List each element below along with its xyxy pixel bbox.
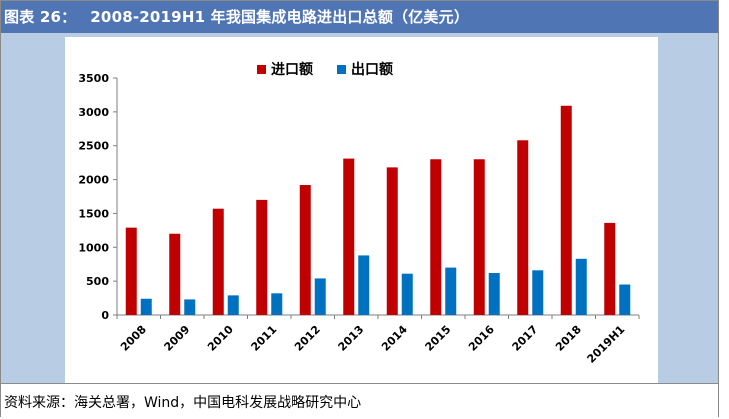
- bar-export-2011: [271, 293, 283, 315]
- bar-export-2019H1: [619, 284, 631, 315]
- bar-import-2013: [343, 158, 355, 315]
- plot-area: [65, 37, 658, 383]
- x-tick-label: 2009: [162, 323, 193, 354]
- legend-label-export: 出口额: [351, 62, 393, 78]
- y-tick-label: 500: [86, 275, 109, 288]
- bar-import-2008: [125, 227, 137, 315]
- bar-import-2015: [430, 159, 442, 315]
- bar-import-2018: [560, 105, 572, 316]
- x-tick-label: 2015: [423, 323, 454, 354]
- x-tick-label: 2008: [118, 323, 149, 354]
- source-bar: 资料来源：海关总署，Wind，中国电科发展战略研究中心: [1, 383, 718, 417]
- bar-import-2012: [299, 184, 311, 315]
- chart-legend: 进口额 出口额: [257, 59, 417, 79]
- x-tick-label: 2010: [205, 323, 236, 354]
- bar-import-2011: [256, 199, 268, 315]
- figure-title: 图表 26： 2008-2019H1 年我国集成电路进出口总额（亿美元）: [4, 6, 469, 27]
- x-tick-label: 2011: [249, 323, 280, 354]
- bar-export-2014: [401, 273, 413, 315]
- x-tick-label: 2018: [553, 323, 584, 354]
- y-tick-label: 1000: [78, 241, 109, 254]
- bar-chart: 0 500 1000 1500 2000 2500 3000 3500 2008 2009 2010…: [78, 72, 640, 366]
- x-tick-label: 2012: [292, 323, 323, 354]
- bar-import-2017: [517, 140, 529, 315]
- bar-export-2010: [227, 295, 239, 315]
- y-tick-label: 1500: [78, 207, 109, 220]
- bar-export-2009: [184, 299, 196, 315]
- y-tick-label: 2000: [78, 174, 109, 187]
- x-tick-label: 2017: [510, 323, 541, 354]
- bar-export-2016: [488, 273, 500, 315]
- x-tick-label: 2014: [379, 323, 410, 354]
- y-tick-label: 3500: [78, 72, 109, 85]
- bar-export-2012: [314, 278, 326, 315]
- bar-import-2014: [386, 167, 398, 315]
- figure-title-text: 2008-2019H1 年我国集成电路进出口总额（亿美元）: [90, 8, 470, 26]
- x-tick-label: 2016: [466, 323, 497, 354]
- bar-import-2009: [169, 233, 181, 315]
- bar-export-2008: [140, 298, 152, 315]
- legend-swatch-import: [257, 65, 266, 74]
- bar-import-2016: [473, 159, 485, 315]
- legend-swatch-export: [337, 65, 346, 74]
- y-tick-label: 3000: [78, 106, 109, 119]
- bar-import-2019H1: [604, 222, 616, 315]
- source-note: 资料来源：海关总署，Wind，中国电科发展战略研究中心: [4, 395, 362, 411]
- title-bar: 图表 26： 2008-2019H1 年我国集成电路进出口总额（亿美元）: [1, 1, 718, 33]
- bar-export-2015: [445, 267, 457, 315]
- bar-export-2018: [575, 258, 587, 315]
- y-tick-label: 0: [101, 309, 109, 322]
- legend-item-export: 出口额: [337, 59, 393, 79]
- bar-export-2013: [358, 255, 370, 315]
- x-tick-label: 2013: [336, 323, 367, 354]
- legend-label-import: 进口额: [271, 62, 313, 78]
- bar-export-2017: [532, 270, 544, 315]
- figure-label: 图表 26：: [4, 8, 77, 26]
- bar-import-2010: [212, 208, 224, 315]
- x-tick-label: 2019H1: [585, 323, 628, 366]
- legend-item-import: 进口额: [257, 59, 313, 79]
- y-tick-label: 2500: [78, 140, 109, 153]
